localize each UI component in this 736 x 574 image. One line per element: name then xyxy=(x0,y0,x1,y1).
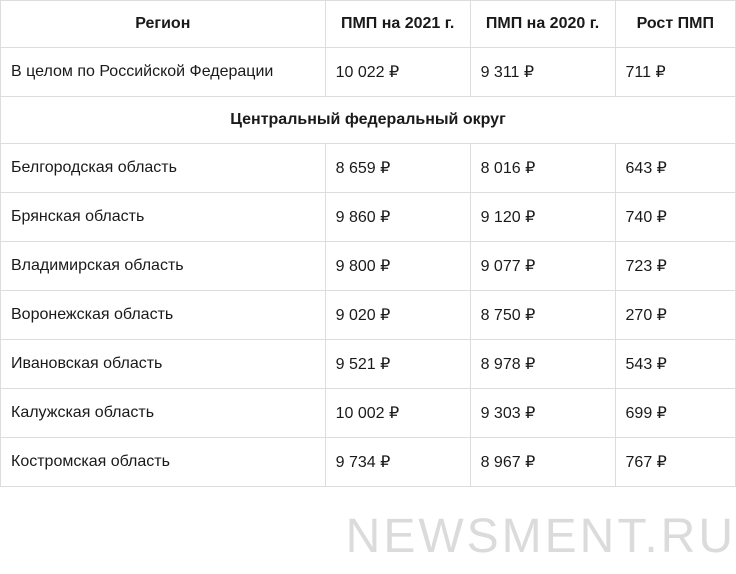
cell-growth: 711 ₽ xyxy=(615,48,735,97)
cell-2020: 8 978 ₽ xyxy=(470,340,615,389)
col-header-2020: ПМП на 2020 г. xyxy=(470,1,615,48)
cell-growth: 699 ₽ xyxy=(615,389,735,438)
table-row: В целом по Российской Федерации 10 022 ₽… xyxy=(1,48,736,97)
section-row: Центральный федеральный округ xyxy=(1,97,736,144)
cell-region: Костромская область xyxy=(1,438,326,487)
pmp-table: Регион ПМП на 2021 г. ПМП на 2020 г. Рос… xyxy=(0,0,736,487)
cell-region: Брянская область xyxy=(1,193,326,242)
cell-2020: 9 120 ₽ xyxy=(470,193,615,242)
cell-growth: 740 ₽ xyxy=(615,193,735,242)
table-row: Владимирская область 9 800 ₽ 9 077 ₽ 723… xyxy=(1,242,736,291)
cell-2020: 8 016 ₽ xyxy=(470,144,615,193)
cell-2021: 10 002 ₽ xyxy=(325,389,470,438)
table-row: Белгородская область 8 659 ₽ 8 016 ₽ 643… xyxy=(1,144,736,193)
cell-2021: 9 521 ₽ xyxy=(325,340,470,389)
col-header-growth: Рост ПМП xyxy=(615,1,735,48)
cell-growth: 723 ₽ xyxy=(615,242,735,291)
cell-2020: 9 303 ₽ xyxy=(470,389,615,438)
cell-region: Белгородская область xyxy=(1,144,326,193)
cell-2021: 9 860 ₽ xyxy=(325,193,470,242)
section-label: Центральный федеральный округ xyxy=(1,97,736,144)
cell-region: Калужская область xyxy=(1,389,326,438)
cell-2020: 9 077 ₽ xyxy=(470,242,615,291)
watermark-text: NEWSMENT.RU xyxy=(346,509,736,564)
cell-2020: 8 967 ₽ xyxy=(470,438,615,487)
cell-growth: 643 ₽ xyxy=(615,144,735,193)
table-row: Калужская область 10 002 ₽ 9 303 ₽ 699 ₽ xyxy=(1,389,736,438)
table-body: В целом по Российской Федерации 10 022 ₽… xyxy=(1,48,736,487)
cell-2021: 10 022 ₽ xyxy=(325,48,470,97)
table-row: Ивановская область 9 521 ₽ 8 978 ₽ 543 ₽ xyxy=(1,340,736,389)
cell-2021: 9 020 ₽ xyxy=(325,291,470,340)
table-row: Воронежская область 9 020 ₽ 8 750 ₽ 270 … xyxy=(1,291,736,340)
cell-region: Владимирская область xyxy=(1,242,326,291)
table-row: Брянская область 9 860 ₽ 9 120 ₽ 740 ₽ xyxy=(1,193,736,242)
cell-2021: 9 734 ₽ xyxy=(325,438,470,487)
cell-region: Воронежская область xyxy=(1,291,326,340)
table-row: Костромская область 9 734 ₽ 8 967 ₽ 767 … xyxy=(1,438,736,487)
col-header-region: Регион xyxy=(1,1,326,48)
cell-region: В целом по Российской Федерации xyxy=(1,48,326,97)
cell-growth: 543 ₽ xyxy=(615,340,735,389)
cell-2021: 9 800 ₽ xyxy=(325,242,470,291)
cell-growth: 270 ₽ xyxy=(615,291,735,340)
cell-2020: 9 311 ₽ xyxy=(470,48,615,97)
cell-growth: 767 ₽ xyxy=(615,438,735,487)
table-header-row: Регион ПМП на 2021 г. ПМП на 2020 г. Рос… xyxy=(1,1,736,48)
cell-2020: 8 750 ₽ xyxy=(470,291,615,340)
cell-region: Ивановская область xyxy=(1,340,326,389)
cell-2021: 8 659 ₽ xyxy=(325,144,470,193)
col-header-2021: ПМП на 2021 г. xyxy=(325,1,470,48)
